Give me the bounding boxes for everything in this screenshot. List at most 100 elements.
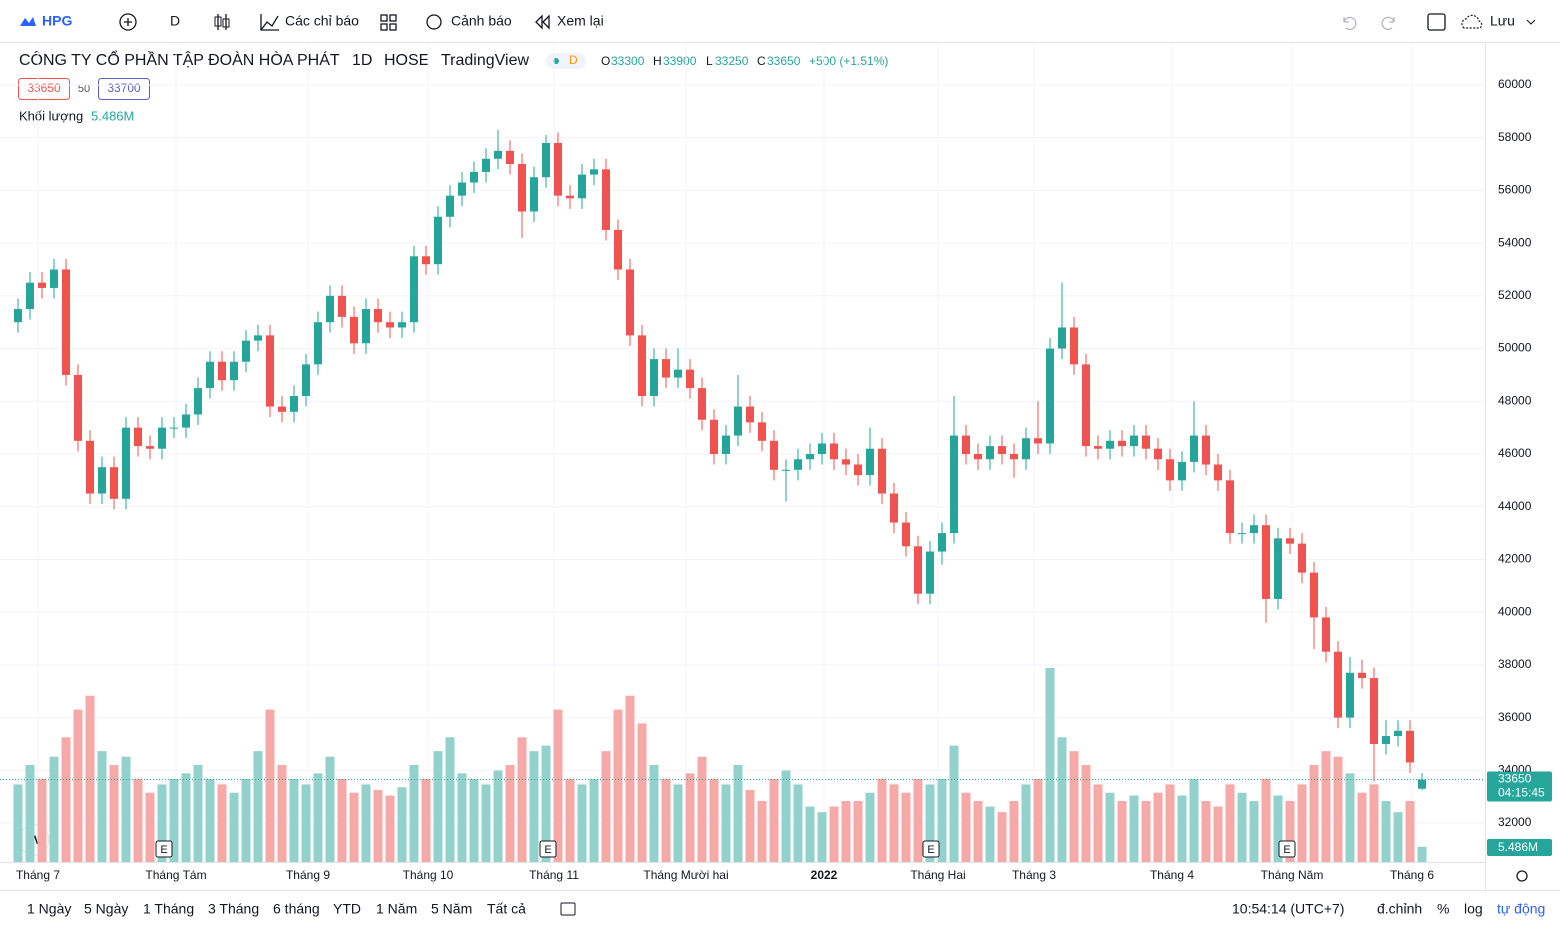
volume-bar	[289, 778, 299, 862]
candle-body	[1334, 651, 1342, 718]
volume-bar	[1225, 784, 1235, 862]
fullscreen[interactable]	[1427, 13, 1446, 31]
y-tick-label: 38000	[1498, 657, 1532, 671]
symbol[interactable]: HPG	[42, 13, 72, 29]
y-tick-label: 46000	[1498, 446, 1532, 460]
volume-bar	[457, 773, 467, 862]
volume-bar	[133, 778, 143, 862]
candle-body	[302, 364, 310, 397]
earnings-marker-box[interactable]	[1278, 840, 1296, 858]
volume-bar	[517, 737, 527, 862]
candle-body	[398, 322, 406, 328]
bid-box[interactable]	[18, 78, 70, 100]
save-button[interactable]: Lưu	[1490, 13, 1515, 29]
candle-body	[290, 396, 298, 412]
undo[interactable]	[1343, 16, 1357, 31]
candle-body	[746, 406, 754, 423]
settings-icon[interactable]	[1516, 870, 1528, 882]
candle-body	[434, 216, 442, 265]
last-volume-label: 5.486M	[1498, 840, 1538, 854]
range-button[interactable]: 1 Năm	[376, 901, 417, 917]
candle-body	[1118, 440, 1126, 447]
candle-body	[1262, 525, 1270, 599]
save-menu[interactable]	[1526, 19, 1536, 25]
volume-bar	[1153, 792, 1163, 862]
exchange: HOSE	[384, 52, 429, 69]
earnings-marker-box[interactable]	[922, 840, 940, 858]
alert-button[interactable]: Cảnh báo	[451, 13, 512, 29]
candle-body	[470, 171, 478, 183]
range-button[interactable]: 6 tháng	[273, 901, 320, 917]
volume-bar	[1009, 801, 1019, 862]
adjust-toggle[interactable]: đ.chỉnh	[1377, 901, 1422, 917]
candle-body	[134, 427, 142, 447]
volume-bar	[925, 784, 935, 862]
candle-body	[842, 459, 850, 465]
interval[interactable]: D	[170, 13, 180, 29]
candle-body	[1226, 480, 1234, 534]
volume-bar	[409, 765, 419, 862]
volume-bar	[421, 778, 431, 862]
range-button[interactable]: 1 Tháng	[143, 901, 194, 917]
y-tick-label: 32000	[1498, 815, 1532, 829]
candle-body	[962, 435, 970, 454]
candle-body	[50, 269, 58, 288]
range-button[interactable]: YTD	[333, 901, 361, 917]
candle-body	[422, 256, 430, 265]
volume-bar	[1141, 801, 1151, 862]
candle-body	[602, 169, 610, 230]
compare-icon[interactable]	[119, 13, 137, 31]
indicators-button[interactable]: Các chỉ báo	[285, 13, 359, 29]
chart-type-icon-body	[214, 16, 222, 27]
candle-body	[386, 322, 394, 328]
volume-bar	[157, 784, 167, 862]
range-button[interactable]: 3 Tháng	[208, 901, 259, 917]
earnings-marker-box[interactable]	[539, 840, 557, 858]
volume-bar	[217, 784, 227, 862]
range-button[interactable]: 5 Năm	[431, 901, 472, 917]
volume-bar	[1033, 778, 1043, 862]
range-button[interactable]: 5 Ngày	[84, 901, 128, 917]
range-button[interactable]: Tất cả	[487, 901, 526, 917]
ask-box[interactable]	[98, 78, 150, 100]
volume-bar	[853, 801, 863, 862]
volume-bar	[313, 773, 323, 862]
volume-bar	[805, 806, 815, 862]
x-tick-label: Tháng Năm	[1261, 868, 1324, 882]
candle-body	[494, 150, 502, 159]
volume-bar	[1045, 668, 1055, 862]
ask[interactable]: 33700	[107, 81, 141, 95]
range-button[interactable]: 1 Ngày	[27, 901, 71, 917]
candle-body	[110, 467, 118, 499]
percent-toggle[interactable]: %	[1437, 901, 1449, 917]
y-tick-label: 40000	[1498, 604, 1532, 618]
layout-icon[interactable]	[380, 14, 397, 31]
candle-body	[530, 177, 538, 212]
candle-body	[986, 446, 994, 460]
volume-bar	[481, 784, 491, 862]
replay-button[interactable]: Xem lại	[557, 13, 604, 29]
redo[interactable]	[1381, 16, 1395, 31]
volume-bar	[265, 709, 275, 862]
date-range-icon[interactable]	[560, 902, 576, 916]
volume-bar	[205, 778, 215, 862]
x-tick-label: Tháng Hai	[910, 868, 965, 882]
y-tick-label: 56000	[1498, 183, 1532, 197]
volume-bar	[721, 784, 731, 862]
bid[interactable]: 33650	[27, 81, 61, 95]
volume-title: Khối lượng	[19, 108, 83, 123]
x-tick-label: Tháng 7	[16, 868, 60, 882]
auto-toggle[interactable]: tự động	[1497, 901, 1545, 917]
candle-body	[830, 443, 838, 460]
change: +500 (+1.51%)	[809, 54, 888, 68]
volume-bar	[241, 778, 251, 862]
candle-body	[770, 440, 778, 470]
candle-body	[722, 435, 730, 454]
volume-bar	[697, 756, 707, 862]
candle-body	[566, 195, 574, 199]
volume-bar	[1333, 756, 1343, 862]
volume-bar	[673, 784, 683, 862]
log-toggle[interactable]: log	[1464, 901, 1483, 917]
earnings-marker-box[interactable]	[155, 840, 173, 858]
candle-body	[1046, 348, 1054, 444]
